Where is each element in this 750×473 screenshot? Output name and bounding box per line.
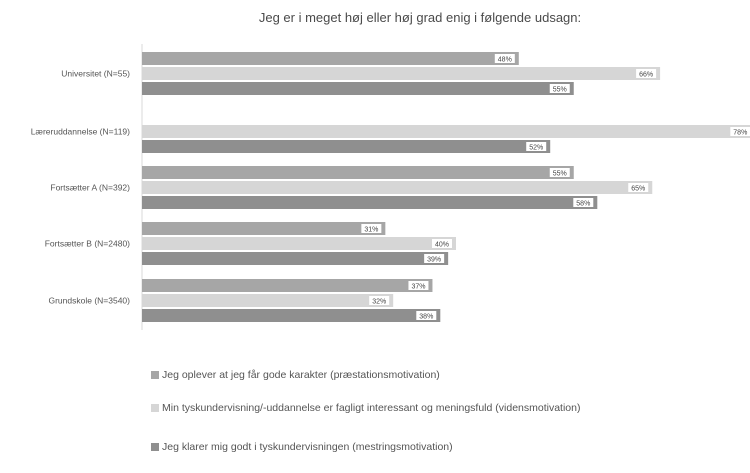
value-label: 55% (553, 171, 567, 178)
value-label-box (628, 183, 649, 192)
bar (142, 140, 551, 153)
value-label: 32% (372, 299, 386, 306)
value-label-box (730, 127, 750, 136)
value-label-box (369, 296, 390, 305)
category-label: Fortsætter B (N=2480) (45, 239, 130, 249)
bar (142, 196, 598, 209)
value-label: 37% (411, 284, 425, 291)
value-label-box (526, 142, 547, 151)
bar (142, 279, 433, 292)
bar (142, 237, 456, 250)
category-label: Grundskole (N=3540) (48, 296, 130, 306)
value-label: 48% (498, 57, 512, 64)
legend-swatch (151, 404, 159, 412)
bar (142, 166, 574, 179)
bar (142, 52, 519, 65)
value-label: 52% (529, 145, 543, 152)
value-label-box (408, 281, 429, 290)
value-label-box (549, 168, 570, 177)
value-label: 38% (419, 314, 433, 321)
bar (142, 82, 574, 95)
legend-label: Jeg oplever at jeg får gode karakter (pr… (162, 369, 440, 381)
bar (142, 181, 653, 194)
bar (142, 252, 449, 265)
category-labels: Universitet (N=55) Læreruddannelse (N=119… (31, 69, 130, 306)
value-labels: 48% 66% 55% 78% 52% 55% 65% 58% 31% 40% 39% 37% 32% 3… (361, 54, 750, 321)
bar (142, 67, 661, 80)
legend-label: Min tyskundervisning/-uddannelse er fagl… (162, 402, 580, 414)
bar-group (142, 52, 750, 322)
value-label: 31% (364, 227, 378, 234)
value-label-box (636, 69, 657, 78)
bar (142, 125, 750, 138)
legend-swatch (151, 443, 159, 451)
legend-swatch (151, 371, 159, 379)
legend-label: Jeg klarer mig godt i tyskundervisningen… (162, 441, 453, 453)
value-label-box (361, 224, 382, 233)
category-label: Universitet (N=55) (61, 69, 130, 79)
bar (142, 222, 386, 235)
value-label-box (549, 84, 570, 93)
category-label: Fortsætter A (N=392) (50, 183, 130, 193)
value-label: 39% (427, 257, 441, 264)
category-label: Læreruddannelse (N=119) (31, 127, 130, 137)
value-label: 66% (639, 72, 653, 79)
value-label-box (424, 254, 445, 263)
value-label: 58% (576, 201, 590, 208)
value-label-box (432, 239, 452, 248)
value-label: 55% (553, 87, 567, 94)
bar (142, 309, 441, 322)
value-label-box (573, 198, 594, 207)
bar (142, 294, 394, 307)
value-label: 40% (435, 242, 449, 249)
legend: Jeg oplever at jeg får gode karakter (pr… (151, 369, 580, 453)
chart-title: Jeg er i meget høj eller høj grad enig i… (259, 10, 581, 25)
value-label-box (416, 311, 437, 320)
value-label: 65% (631, 186, 645, 193)
value-label: 78% (733, 130, 747, 137)
value-label-box (494, 54, 515, 63)
